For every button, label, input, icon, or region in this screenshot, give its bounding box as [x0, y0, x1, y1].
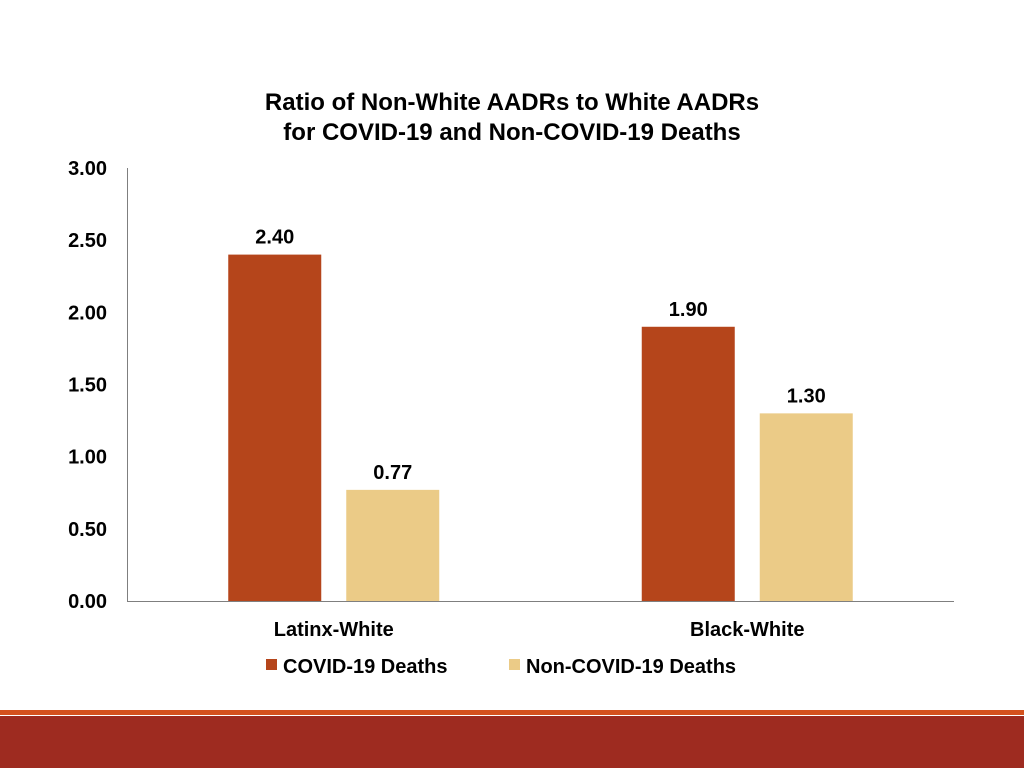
y-tick-label: 3.00 — [68, 158, 107, 180]
x-axis-category-labels: Latinx-White Black-White — [274, 619, 805, 641]
x-tick-label: Latinx-White — [274, 619, 394, 641]
legend-swatch-non-covid — [509, 659, 520, 670]
y-tick-label: 0.00 — [68, 591, 107, 613]
bar-value-label: 1.30 — [787, 385, 826, 407]
legend-label-non-covid: Non-COVID-19 Deaths — [526, 656, 736, 678]
y-tick-label: 1.50 — [68, 375, 107, 397]
bar-value-label: 1.90 — [669, 299, 708, 321]
bar-latinx-white-series-0 — [228, 254, 322, 601]
chart-subtitle: for COVID-19 and Non-COVID-19 Deaths — [283, 119, 740, 146]
y-axis-tick-labels: 0.00 0.50 1.00 1.50 2.00 2.50 3.00 — [68, 158, 107, 613]
bar-value-labels: 2.40 0.77 1.90 1.30 — [255, 227, 825, 484]
x-tick-label: Black-White — [690, 619, 804, 641]
legend-label-covid: COVID-19 Deaths — [283, 656, 448, 678]
bar-value-label: 0.77 — [373, 462, 412, 484]
chart-title: Ratio of Non-White AADRs to White AADRs — [265, 89, 759, 116]
bar-latinx-white-series-1 — [346, 489, 440, 601]
bar-black-white-series-1 — [759, 413, 853, 601]
y-tick-label: 0.50 — [68, 519, 107, 541]
footer-accent-line — [0, 710, 1024, 715]
legend: COVID-19 Deaths Non-COVID-19 Deaths — [266, 656, 736, 678]
legend-swatch-covid — [266, 659, 277, 670]
y-tick-label: 2.50 — [68, 230, 107, 252]
y-tick-label: 1.00 — [68, 447, 107, 469]
bars — [228, 254, 853, 601]
bar-black-white-series-0 — [641, 326, 735, 601]
footer-band — [0, 716, 1024, 768]
y-tick-label: 2.00 — [68, 302, 107, 324]
bar-value-label: 2.40 — [255, 227, 294, 249]
